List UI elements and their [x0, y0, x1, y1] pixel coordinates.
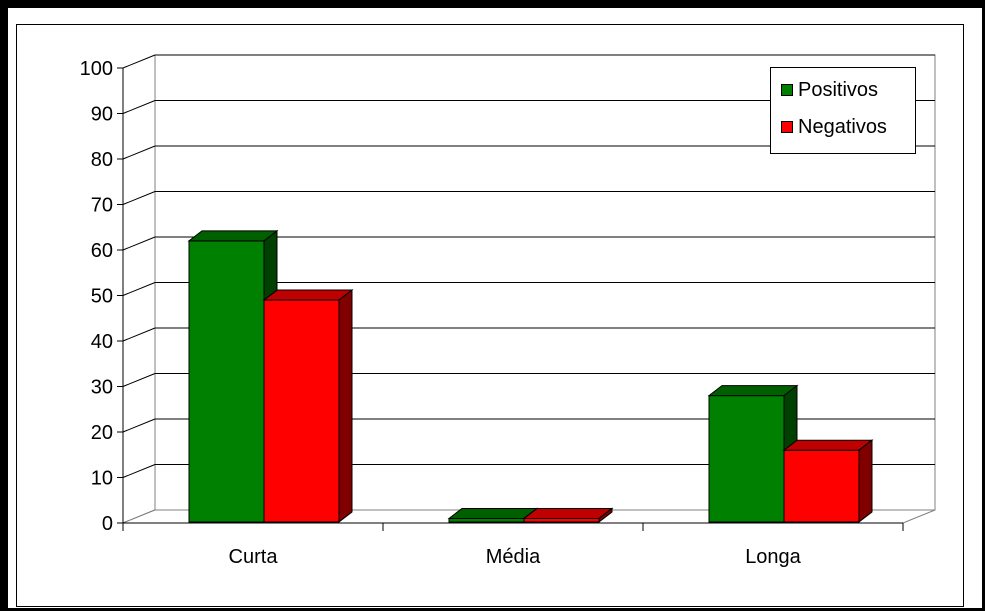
legend-label-series-1: Positivos [798, 78, 879, 101]
side-wall-gridline [122, 373, 156, 387]
y-tick-label: 70 [91, 195, 113, 217]
y-tick-label: 50 [91, 286, 113, 308]
chart-area-border [16, 24, 964, 607]
side-wall-gridline [122, 54, 156, 69]
x-category-label: Longa [745, 546, 801, 568]
legend: Positivos Negativos [770, 67, 916, 154]
side-wall-gridline [122, 236, 156, 251]
legend-item-series-1: Positivos [781, 77, 878, 103]
y-tick-label: 10 [91, 468, 113, 490]
side-wall-gridline [122, 191, 156, 205]
bar-positivos [448, 517, 525, 523]
side-wall-gridline [122, 282, 156, 296]
side-wall-gridline [122, 145, 156, 160]
bar-side-negativos [858, 439, 873, 524]
y-tick-label: 40 [91, 331, 113, 353]
y-tick-label: 0 [102, 513, 113, 535]
side-wall-gridline [122, 418, 156, 433]
bar-top-negativos [522, 507, 614, 519]
legend-item-series-2: Negativos [781, 114, 887, 140]
bar-top-positivos [447, 507, 539, 519]
legend-label-series-2: Negativos [798, 115, 887, 138]
bar-positivos [708, 395, 785, 523]
y-tick-label: 80 [91, 149, 113, 171]
y-tick-label: 20 [91, 422, 113, 444]
bar-top-negativos [782, 439, 874, 451]
bar-top-positivos [187, 230, 279, 242]
legend-swatch-series-1 [781, 84, 793, 96]
y-tick-label: 100 [80, 58, 113, 80]
x-category-label: Curta [229, 546, 279, 568]
bar-positivos [188, 240, 265, 523]
y-tick-label: 30 [91, 377, 113, 399]
bar-side-negativos [598, 507, 613, 524]
bar-negativos [263, 299, 340, 523]
side-wall-gridline [122, 464, 156, 478]
y-tick-label: 60 [91, 240, 113, 262]
bar-top-positivos [707, 385, 799, 397]
x-category-label: Média [486, 546, 541, 568]
bar-top-negativos [262, 289, 354, 301]
bar-negativos [783, 449, 860, 523]
bar-side-negativos [338, 289, 353, 524]
side-wall-gridline [122, 100, 156, 114]
side-wall-gridline [122, 327, 156, 342]
bar-negativos [523, 517, 600, 523]
legend-swatch-series-2 [781, 121, 793, 133]
y-tick-label: 90 [91, 104, 113, 126]
